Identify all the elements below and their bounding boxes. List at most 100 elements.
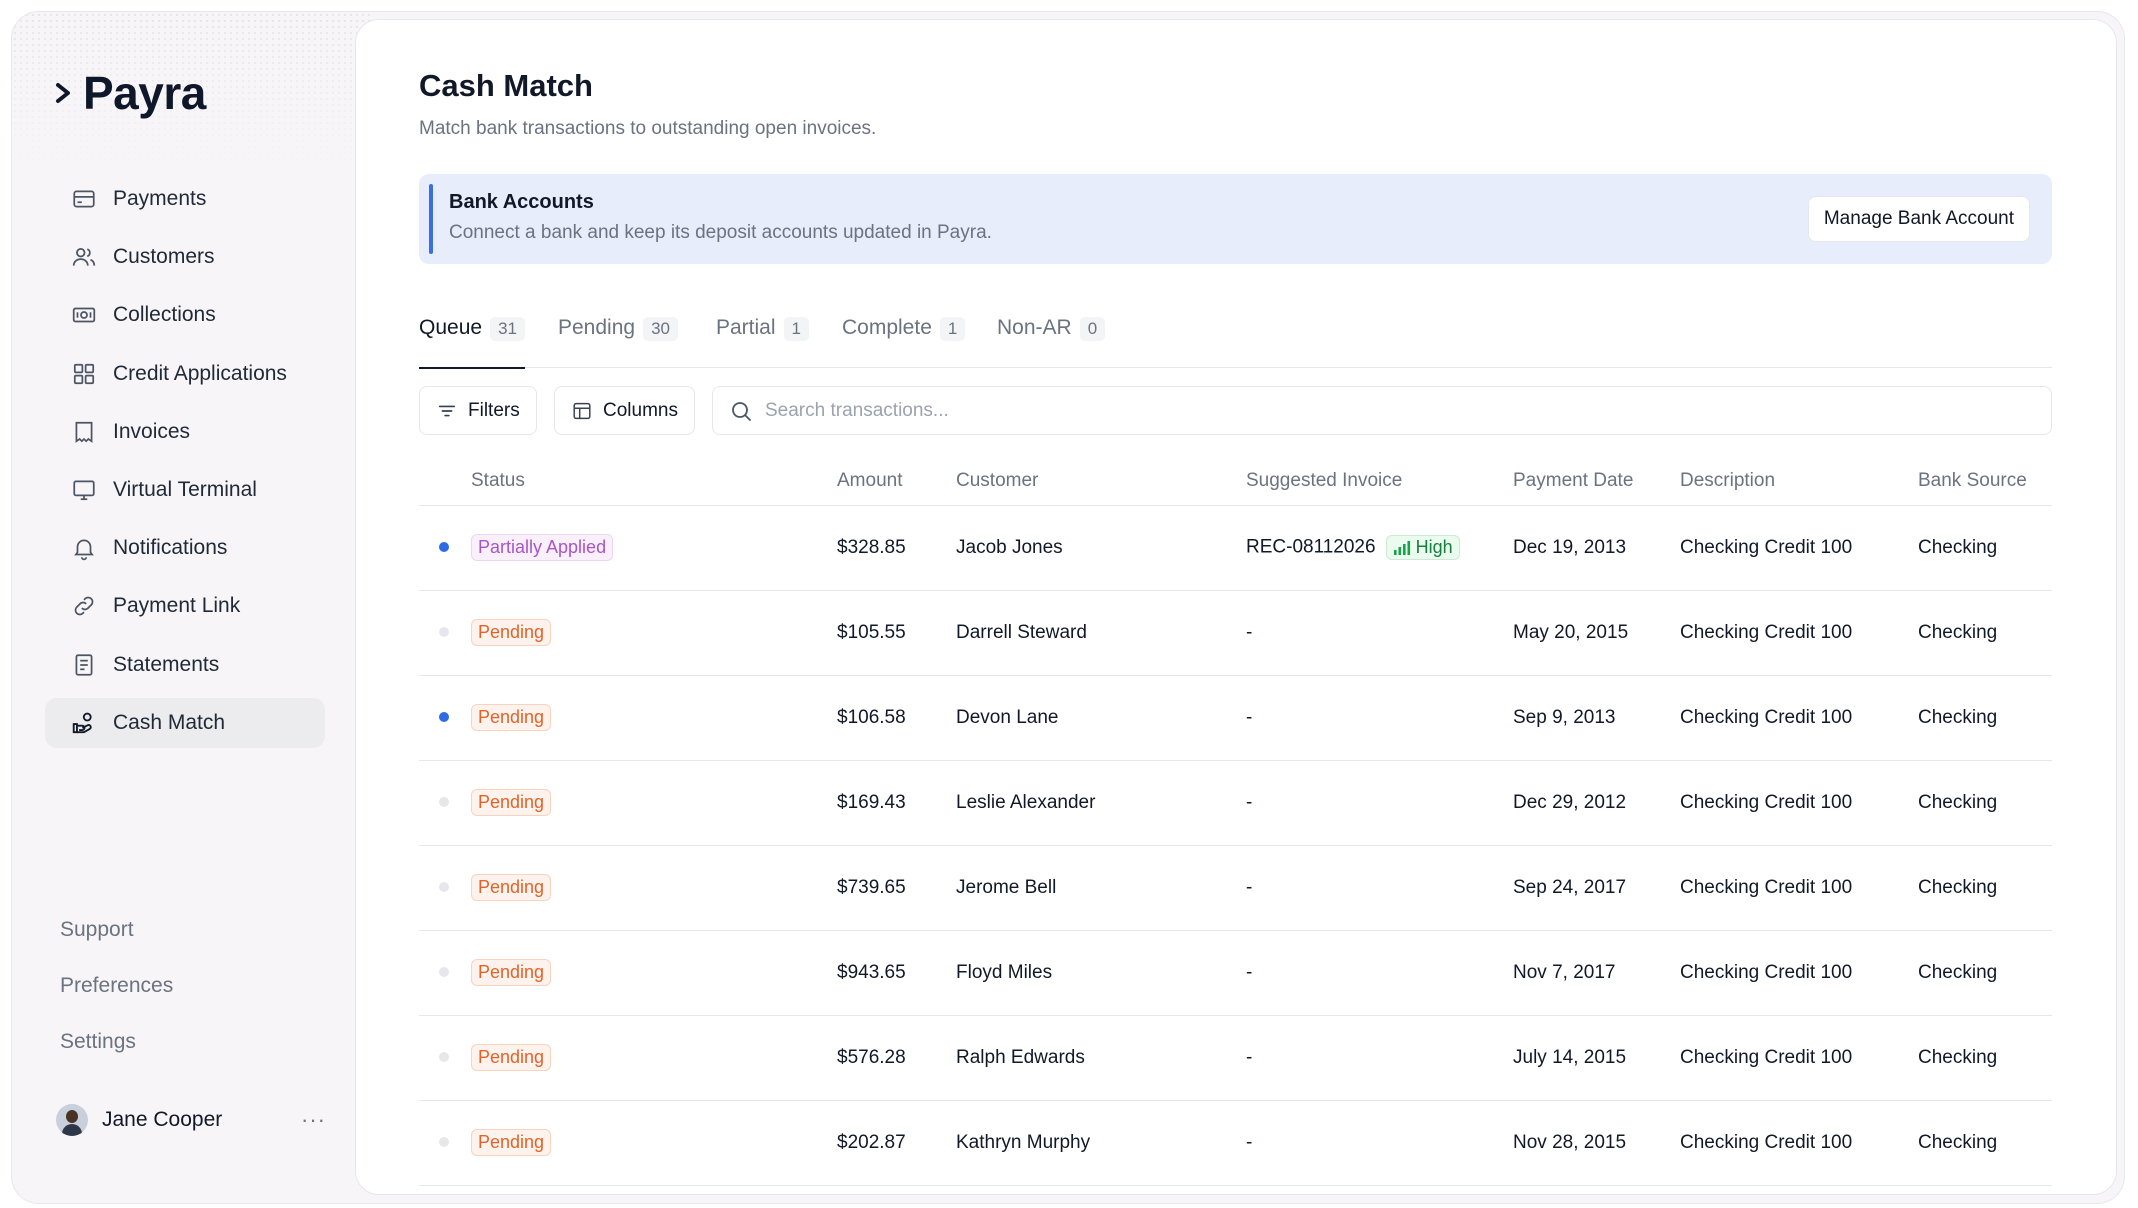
header-status[interactable]: Status: [471, 457, 837, 506]
cell-unread: [419, 505, 471, 591]
cell-status: Pending: [471, 845, 837, 931]
search-icon: [732, 401, 751, 421]
cell-description: Checking Credit 100: [1680, 760, 1918, 846]
status-tabs: Queue 31 Pending 30 Partial 1 Complete 1…: [419, 308, 2052, 369]
cell-unread: [419, 590, 471, 676]
tab-label: Pending: [558, 316, 636, 339]
sidebar-item-collections[interactable]: Collections: [45, 290, 325, 340]
tab-partial[interactable]: Partial 1: [716, 308, 809, 368]
header-unread: [419, 457, 471, 506]
tab-count: 30: [643, 317, 678, 341]
sidebar-item-virtual-terminal[interactable]: Virtual Terminal: [45, 465, 325, 515]
tab-label: Queue: [419, 316, 483, 339]
cell-description: Checking Credit 100: [1680, 505, 1918, 591]
banner-accent-bar: [429, 184, 433, 254]
header-suggested-invoice[interactable]: Suggested Invoice: [1246, 457, 1513, 506]
invoice-number: -: [1246, 791, 1253, 813]
table-row[interactable]: Pending $202.87 Kathryn Murphy - Nov 28, 201…: [419, 1100, 2052, 1186]
cell-payment-date: Nov 28, 2015: [1513, 1100, 1680, 1186]
cell-suggested-invoice: -: [1246, 760, 1513, 846]
table-row[interactable]: Partially Applied $328.85 Jacob Jones REC-0…: [419, 505, 2052, 591]
tab-complete[interactable]: Complete 1: [842, 308, 966, 368]
tab-queue[interactable]: Queue 31: [419, 308, 525, 369]
table-row[interactable]: Pending $105.55 Darrell Steward - May 20, 20…: [419, 590, 2052, 676]
cell-amount: $202.87: [837, 1100, 956, 1186]
tab-label: Complete: [842, 316, 932, 339]
tab-pending[interactable]: Pending 30: [558, 308, 678, 368]
manage-bank-account-button[interactable]: Manage Bank Account: [1807, 196, 2030, 242]
more-options-icon[interactable]: ···: [301, 1107, 326, 1132]
tab-non-ar[interactable]: Non-AR 0: [997, 308, 1106, 368]
sidebar-item-customers[interactable]: Customers: [45, 232, 325, 282]
settings-link[interactable]: Settings: [60, 1030, 136, 1053]
cell-suggested-invoice: REC-08112026 High: [1246, 505, 1513, 591]
brand-logo[interactable]: Payra: [53, 66, 206, 120]
header-description[interactable]: Description: [1680, 457, 1918, 506]
sidebar-item-payments[interactable]: Payments: [45, 174, 325, 224]
cell-suggested-invoice: -: [1246, 590, 1513, 676]
sidebar-item-statements[interactable]: Statements: [45, 640, 325, 690]
cell-unread: [419, 930, 471, 1016]
tab-count: 0: [1079, 317, 1106, 341]
signal-bars-icon: [1393, 540, 1410, 555]
cell-status: Pending: [471, 590, 837, 676]
cell-amount: $105.55: [837, 590, 956, 676]
user-name: Jane Cooper: [102, 1108, 223, 1131]
invoice-number: -: [1246, 706, 1253, 728]
filters-label: Filters: [468, 399, 520, 421]
cell-status: Pending: [471, 930, 837, 1016]
dot-pattern: [12, 12, 372, 172]
tab-count: 1: [783, 317, 809, 341]
hand-coins-icon: [72, 712, 92, 733]
table-row[interactable]: Pending $576.28 Ralph Edwards - July 14, 201…: [419, 1015, 2052, 1101]
table-row[interactable]: Pending $943.65 Floyd Miles - Nov 7, 2017 Che…: [419, 930, 2052, 1016]
cell-description: Checking Credit 100: [1680, 1100, 1918, 1186]
table-row[interactable]: Pending $739.65 Jerome Bell - Sep 24, 2017 Ch…: [419, 845, 2052, 931]
cell-unread: [419, 845, 471, 931]
sidebar-item-notifications[interactable]: Notifications: [45, 523, 325, 573]
header-customer[interactable]: Customer: [956, 457, 1246, 506]
table-row[interactable]: Pending $169.43 Leslie Alexander - Dec 29, 2…: [419, 760, 2052, 846]
cell-suggested-invoice: -: [1246, 675, 1513, 761]
page-subtitle: Match bank transactions to outstanding o…: [419, 118, 877, 139]
cell-description: Checking Credit 100: [1680, 590, 1918, 676]
tab-label: Non-AR: [997, 316, 1072, 339]
header-bank-source[interactable]: Bank Source: [1918, 457, 2052, 506]
invoice-number: REC-08112026: [1246, 536, 1376, 558]
sidebar-item-label: Invoices: [113, 419, 191, 443]
sidebar-item-cash-match[interactable]: Cash Match: [45, 697, 325, 748]
cell-unread: [419, 760, 471, 846]
status-badge: Pending: [471, 704, 552, 731]
user-profile[interactable]: Jane Cooper ···: [56, 1104, 326, 1136]
cell-description: Checking Credit 100: [1680, 930, 1918, 1016]
preferences-link[interactable]: Preferences: [60, 974, 174, 997]
table-row[interactable]: Pending $106.58 Devon Lane - Sep 9, 2013 Chec…: [419, 675, 2052, 761]
cell-amount: $106.58: [837, 675, 956, 761]
columns-button[interactable]: Columns: [554, 386, 695, 435]
header-amount[interactable]: Amount: [837, 457, 956, 506]
sidebar-item-payment-link[interactable]: Payment Link: [45, 581, 325, 631]
cell-bank-source: Checking: [1918, 1100, 2052, 1186]
sidebar-item-credit-applications[interactable]: Credit Applications: [45, 349, 325, 399]
unread-indicator: [439, 542, 449, 553]
support-link[interactable]: Support: [60, 918, 134, 941]
cell-amount: $576.28: [837, 1015, 956, 1101]
status-badge: Pending: [471, 874, 552, 901]
chevron-right-icon: [56, 83, 70, 103]
confidence-label: High: [1415, 537, 1453, 557]
filter-icon: [438, 405, 456, 416]
cell-suggested-invoice: -: [1246, 1100, 1513, 1186]
sidebar-item-label: Virtual Terminal: [113, 477, 257, 501]
sidebar-item-label: Payment Link: [113, 594, 241, 618]
cell-payment-date: Nov 7, 2017: [1513, 930, 1680, 1016]
sidebar-item-invoices[interactable]: Invoices: [45, 407, 325, 457]
cell-amount: $739.65: [837, 845, 956, 931]
cell-amount: $943.65: [837, 930, 956, 1016]
cell-unread: [419, 1100, 471, 1186]
cell-suggested-invoice: -: [1246, 1015, 1513, 1101]
monitor-icon: [73, 480, 95, 501]
header-payment-date[interactable]: Payment Date: [1513, 457, 1680, 506]
status-badge: Partially Applied: [471, 534, 614, 561]
filters-button[interactable]: Filters: [419, 386, 537, 435]
search-input[interactable]: [765, 399, 1965, 422]
